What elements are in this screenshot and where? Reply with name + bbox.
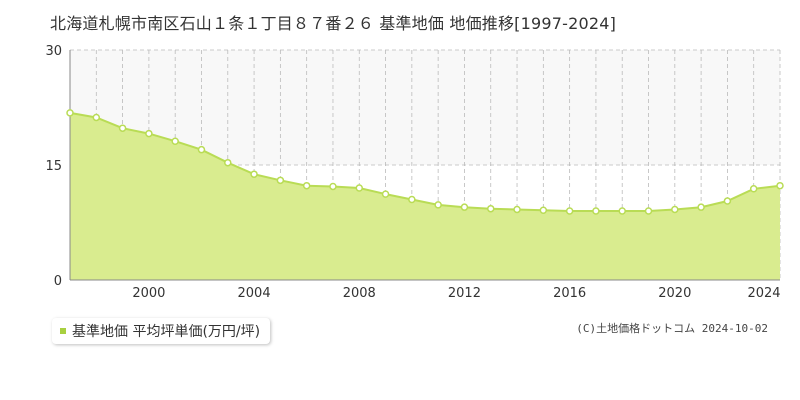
data-point <box>592 207 600 215</box>
data-points <box>66 109 784 215</box>
data-point <box>697 203 705 211</box>
data-point <box>276 176 285 185</box>
data-point <box>513 205 521 214</box>
y-tick-label: 0 <box>54 274 62 289</box>
data-point <box>434 201 442 209</box>
data-point <box>618 207 626 215</box>
legend-swatch-icon <box>60 328 66 334</box>
data-point <box>171 137 179 145</box>
data-point <box>644 207 653 215</box>
x-tick-label: 2016 <box>553 286 586 301</box>
y-tick-label: 30 <box>45 44 62 59</box>
data-point <box>565 207 574 215</box>
data-point <box>776 181 784 190</box>
x-tick-label: 2008 <box>343 286 376 301</box>
data-point <box>197 145 206 154</box>
data-point <box>723 197 732 205</box>
legend[interactable]: 基準地価 平均坪単価(万円/坪) <box>52 318 271 344</box>
data-point <box>381 190 390 198</box>
data-point <box>486 204 495 213</box>
data-point <box>671 205 679 214</box>
data-point <box>408 195 416 204</box>
area-fill <box>70 112 780 281</box>
chart-title: 北海道札幌市南区石山１条１丁目８７番２６ 基準地価 地価推移[1997-2024… <box>50 14 617 33</box>
data-point <box>749 185 758 193</box>
data-point <box>92 113 101 122</box>
x-tick-labels: 2000 2004 2008 2012 2016 2020 2024 <box>132 286 780 301</box>
data-point <box>250 170 258 178</box>
y-tick-label: 15 <box>45 159 62 174</box>
x-tick-label: 2004 <box>238 286 271 301</box>
x-tick-label: 2012 <box>448 286 481 301</box>
data-point <box>460 203 469 211</box>
data-point <box>329 182 337 191</box>
data-point <box>66 109 74 117</box>
data-point <box>145 129 153 138</box>
credit-text: (C)土地価格ドットコム 2024-10-02 <box>576 322 768 335</box>
legend-label: 基準地価 平均坪単価(万円/坪) <box>72 324 261 340</box>
series-line <box>69 111 781 212</box>
data-point <box>118 124 127 132</box>
data-point <box>355 184 364 192</box>
y-tick-labels: 0 15 30 <box>45 44 62 289</box>
data-point <box>539 206 548 214</box>
x-tick-label: 2000 <box>132 286 165 301</box>
x-tick-label: 2024 <box>747 286 780 301</box>
data-point <box>224 158 232 167</box>
x-tick-label: 2020 <box>658 286 691 301</box>
data-point <box>302 181 311 190</box>
